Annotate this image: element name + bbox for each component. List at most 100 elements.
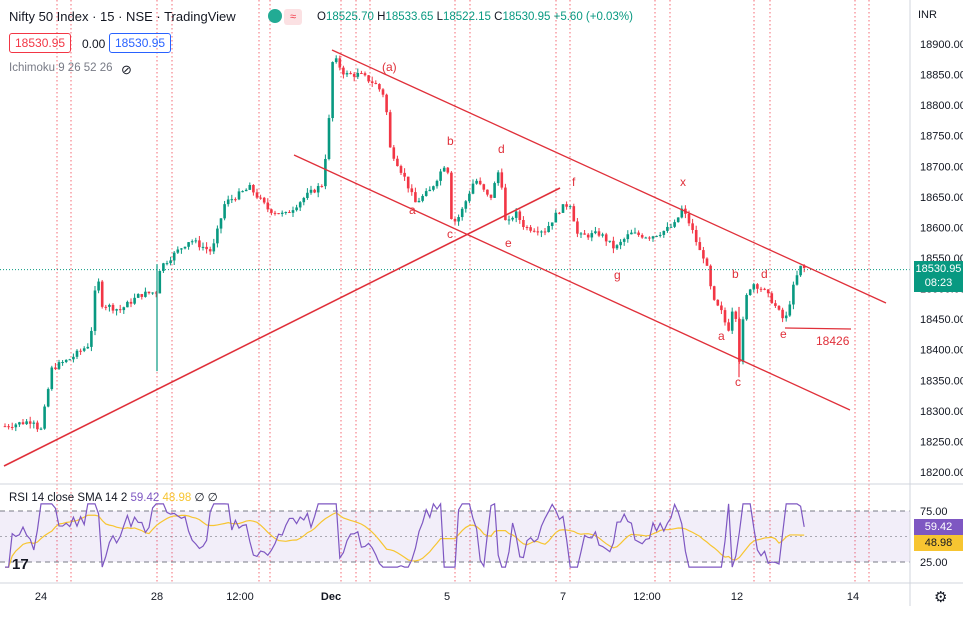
- candle-body: [799, 265, 802, 276]
- candle-body: [90, 330, 93, 347]
- last-price-badge: 18530.95 08:23: [914, 261, 963, 292]
- candle-body: [46, 389, 50, 407]
- candle-body: [237, 191, 241, 200]
- candle-body: [471, 183, 475, 194]
- candle-body: [298, 202, 302, 208]
- wave-label: e: [505, 236, 512, 250]
- candle-body: [626, 234, 630, 240]
- wave-label: a: [718, 329, 725, 343]
- candle-body: [727, 322, 730, 331]
- candle-body: [403, 172, 406, 177]
- candle-body: [363, 73, 367, 76]
- candle-body: [331, 62, 334, 119]
- candle-body: [385, 94, 388, 113]
- candle-body: [579, 233, 583, 235]
- candle-body: [604, 234, 608, 242]
- candle-body: [345, 73, 349, 75]
- rsi-header[interactable]: RSI 14 close SMA 14 2 59.42 48.98 ∅ ∅: [9, 492, 218, 504]
- wave-label: e: [780, 327, 787, 341]
- candle-body: [172, 252, 176, 261]
- candle-body: [457, 217, 460, 222]
- symbol-title: Nifty 50 Index · 15 · NSE · TradingView: [9, 9, 236, 24]
- candle-body: [518, 211, 522, 221]
- candle-body: [223, 204, 226, 219]
- candle-body: [673, 222, 676, 227]
- price-tick: 18600.00: [920, 222, 963, 234]
- candle-body: [338, 58, 342, 68]
- market-status-icon[interactable]: [268, 9, 282, 23]
- candle-body: [158, 271, 162, 294]
- candle-body: [309, 189, 313, 193]
- price-tick: 18350.00: [920, 375, 963, 387]
- candle-body: [590, 233, 594, 238]
- candle-body: [586, 234, 590, 238]
- candle-body: [529, 227, 532, 231]
- time-tick: Dec: [321, 591, 341, 603]
- candle-body: [61, 362, 64, 364]
- candle-body: [320, 185, 324, 187]
- candle-body: [547, 225, 550, 233]
- candle-body: [396, 158, 399, 167]
- candle-body: [608, 240, 612, 242]
- candle-body: [662, 230, 666, 235]
- candle-body: [198, 240, 201, 248]
- price-tick: 18800.00: [920, 100, 963, 112]
- candle-body: [496, 172, 500, 184]
- candle-body: [511, 217, 514, 220]
- candle-body: [388, 112, 392, 148]
- candle-body: [280, 212, 284, 214]
- candle-body: [759, 288, 763, 290]
- candle-body: [68, 359, 72, 361]
- candle-body: [637, 232, 640, 236]
- candle-body: [655, 235, 658, 237]
- candle-body: [93, 290, 97, 331]
- ichimoku-label[interactable]: Ichimoku 9 26 52 26: [9, 62, 113, 74]
- buy-price[interactable]: 18530.95: [109, 33, 172, 53]
- candle-body: [676, 217, 680, 223]
- candle-body: [536, 231, 540, 233]
- candle-body: [36, 422, 39, 430]
- candle-body: [572, 206, 576, 222]
- candle-body: [291, 210, 295, 213]
- candle-body: [176, 249, 180, 253]
- time-axis[interactable]: 24 28 12:00 Dec 5 7 12:00 12 14: [35, 591, 859, 603]
- price-tick: 18700.00: [920, 161, 963, 173]
- candle-body: [7, 426, 10, 428]
- candle-body: [756, 284, 759, 289]
- candle-body: [360, 73, 363, 75]
- price-axis[interactable]: 18900.00 18850.00 18800.00 18750.00 18700.00…: [920, 39, 963, 479]
- wave-label: (a): [382, 60, 397, 74]
- candle-body: [644, 237, 648, 239]
- wave-label: a: [409, 203, 416, 217]
- spread-value: 0.00: [82, 37, 106, 51]
- trendlines-group: [3, 49, 887, 467]
- price-tick: 18250.00: [920, 436, 963, 448]
- candle-body: [367, 75, 370, 82]
- candle-body: [482, 184, 486, 190]
- candle-body: [770, 293, 774, 304]
- candle-body: [378, 84, 381, 90]
- candles-group: [0, 55, 910, 432]
- candle-body: [208, 249, 212, 252]
- candle-body: [522, 220, 525, 228]
- price-tick: 18400.00: [920, 345, 963, 357]
- price-tick: 18900.00: [920, 39, 963, 51]
- sell-price[interactable]: 18530.95: [9, 33, 72, 53]
- candle-body: [72, 356, 75, 360]
- wave-label: c: [447, 227, 453, 241]
- currency-label[interactable]: INR: [918, 9, 937, 21]
- rsi-tick: 75.00: [920, 506, 948, 518]
- candle-body: [216, 228, 219, 244]
- candle-body: [504, 187, 507, 221]
- tradingview-logo[interactable]: 17: [12, 556, 29, 573]
- eye-off-icon[interactable]: ⊘: [121, 62, 132, 77]
- candle-body: [640, 235, 644, 238]
- candle-body: [594, 231, 597, 234]
- candle-body: [630, 232, 633, 235]
- settings-gear-icon[interactable]: ⚙: [934, 589, 948, 606]
- candle-body: [25, 421, 28, 425]
- candle-body: [763, 288, 766, 290]
- alert-wave-icon[interactable]: ≈: [284, 9, 302, 25]
